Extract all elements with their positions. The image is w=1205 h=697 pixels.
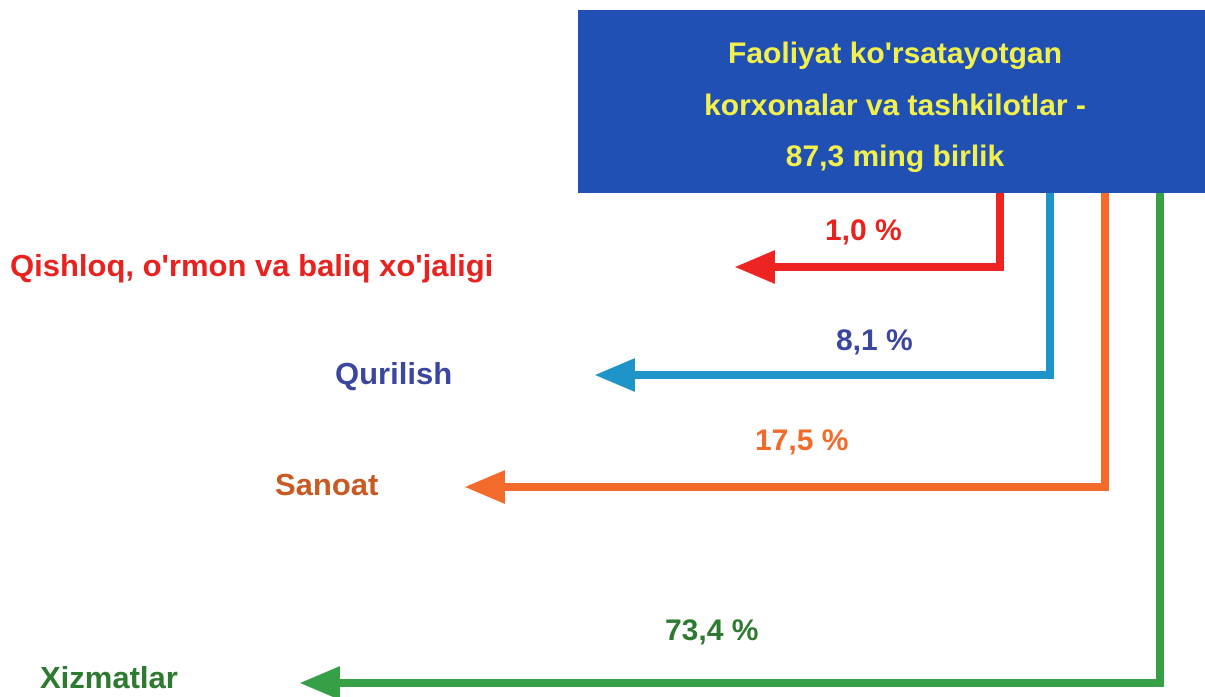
branch-label: Qishloq, o'rmon va baliq xo'jaligi <box>10 248 493 283</box>
connector <box>770 193 1004 271</box>
branch-label: Sanoat <box>275 467 378 502</box>
header-line: 87,3 ming birlik <box>786 140 1005 173</box>
branch-label: Xizmatlar <box>40 660 178 695</box>
branch-share: 73,4 % <box>665 614 758 647</box>
branch-share: 17,5 % <box>755 424 848 457</box>
header-box <box>578 10 1205 193</box>
connector <box>335 193 1164 687</box>
arrowhead <box>735 250 775 284</box>
connector <box>630 193 1054 379</box>
arrowhead <box>300 666 340 697</box>
header-line: korxonalar va tashkilotlar - <box>704 89 1086 122</box>
arrowhead <box>465 470 505 504</box>
header-line: Faoliyat ko'rsatayotgan <box>728 37 1062 70</box>
connector <box>500 193 1109 491</box>
branch-share: 1,0 % <box>825 214 902 247</box>
arrowhead <box>595 358 635 392</box>
branch-label: Qurilish <box>335 356 452 391</box>
branch-share: 8,1 % <box>836 324 913 357</box>
